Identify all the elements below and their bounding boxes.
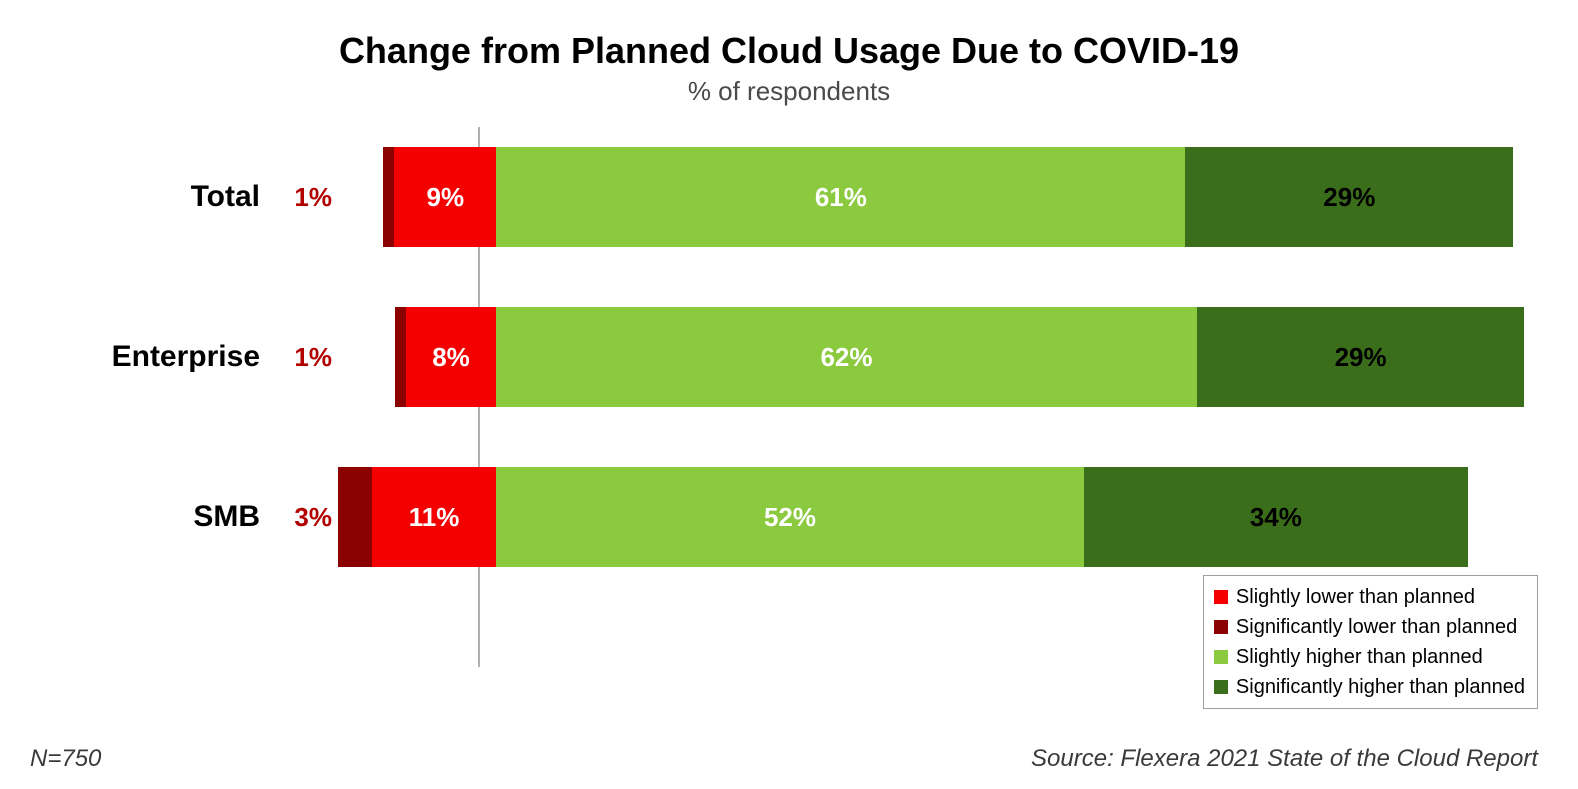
legend-item: Slightly higher than planned: [1214, 642, 1525, 672]
seg-sig-lower: [338, 467, 372, 567]
category-label: SMB: [40, 500, 272, 534]
bar-rows: Total1%9%61%29%Enterprise1%8%62%29%SMB3%…: [40, 147, 1538, 627]
legend: Slightly lower than plannedSignificantly…: [1203, 575, 1538, 709]
pos-bar: 61%29%: [496, 147, 1513, 247]
seg-sig-higher: 29%: [1197, 307, 1525, 407]
chart-title: Change from Planned Cloud Usage Due to C…: [40, 30, 1538, 72]
bar-wrap: 9%61%29%: [338, 147, 1538, 247]
seg-slight-higher: 52%: [496, 467, 1084, 567]
seg-slight-lower: 11%: [372, 467, 496, 567]
legend-label: Significantly higher than planned: [1236, 672, 1525, 702]
legend-label: Slightly lower than planned: [1236, 582, 1475, 612]
category-label: Enterprise: [40, 340, 272, 374]
sample-size: N=750: [30, 745, 101, 773]
legend-item: Significantly higher than planned: [1214, 672, 1525, 702]
legend-item: Slightly lower than planned: [1214, 582, 1525, 612]
seg-sig-higher: 34%: [1084, 467, 1468, 567]
neg-bar: 11%: [338, 467, 496, 567]
neg-bar: 9%: [383, 147, 496, 247]
neg-bar: 8%: [395, 307, 497, 407]
category-label: Total: [40, 180, 272, 214]
chart-page: Change from Planned Cloud Usage Due to C…: [0, 0, 1578, 789]
source-citation: Source: Flexera 2021 State of the Cloud …: [1031, 745, 1538, 773]
legend-label: Slightly higher than planned: [1236, 642, 1483, 672]
bar-row: Enterprise1%8%62%29%: [40, 307, 1538, 407]
sig-lower-value-label: 3%: [272, 502, 338, 533]
seg-slight-higher: 61%: [496, 147, 1185, 247]
seg-slight-lower: 8%: [406, 307, 496, 407]
chart-subtitle: % of respondents: [40, 76, 1538, 107]
pos-bar: 62%29%: [496, 307, 1524, 407]
bar-wrap: 11%52%34%: [338, 467, 1538, 567]
bar-wrap: 8%62%29%: [338, 307, 1538, 407]
seg-slight-higher: 62%: [496, 307, 1197, 407]
seg-sig-higher: 29%: [1185, 147, 1513, 247]
sig-lower-value-label: 1%: [272, 182, 338, 213]
seg-sig-lower: [395, 307, 406, 407]
seg-sig-lower: [383, 147, 394, 247]
legend-label: Significantly lower than planned: [1236, 612, 1517, 642]
legend-swatch: [1214, 620, 1228, 634]
bar-row: SMB3%11%52%34%: [40, 467, 1538, 567]
bar-row: Total1%9%61%29%: [40, 147, 1538, 247]
legend-swatch: [1214, 650, 1228, 664]
legend-item: Significantly lower than planned: [1214, 612, 1525, 642]
sig-lower-value-label: 1%: [272, 342, 338, 373]
seg-slight-lower: 9%: [394, 147, 496, 247]
legend-swatch: [1214, 680, 1228, 694]
pos-bar: 52%34%: [496, 467, 1468, 567]
legend-swatch: [1214, 590, 1228, 604]
